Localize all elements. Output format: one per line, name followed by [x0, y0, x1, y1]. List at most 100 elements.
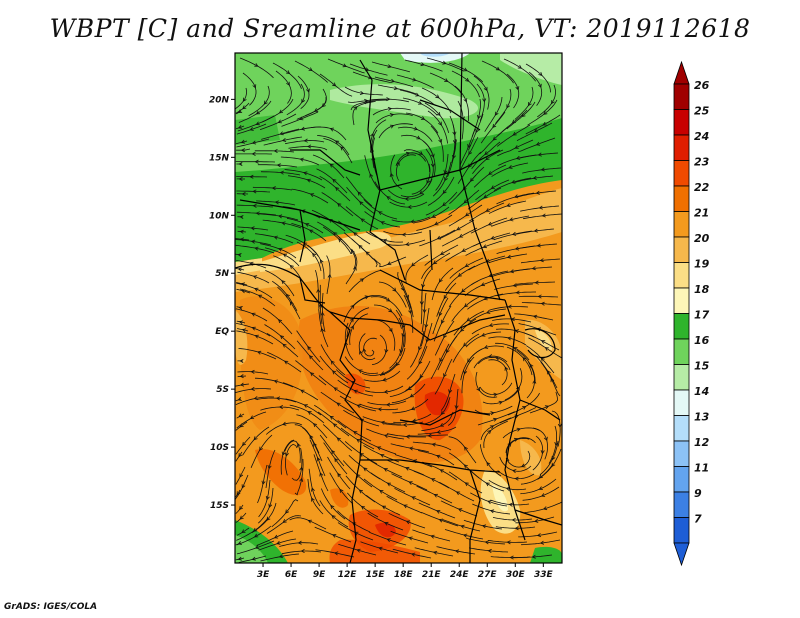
streamline-arrow — [432, 260, 438, 265]
streamline — [235, 388, 272, 394]
streamline-arrow — [239, 505, 243, 511]
streamline — [236, 204, 274, 208]
colorbar-swatch — [673, 236, 690, 263]
streamline-arrow — [407, 204, 412, 209]
streamline-arrow — [336, 437, 341, 442]
colorbar-label: 17 — [694, 309, 710, 322]
streamline-arrow — [303, 404, 308, 408]
streamline-arrow — [517, 64, 522, 69]
streamline-arrow — [408, 446, 414, 451]
streamline-arrow — [522, 357, 527, 362]
streamline-arrow — [513, 194, 519, 199]
streamline-arrow — [351, 522, 357, 526]
streamline-arrow — [544, 405, 550, 410]
streamline-arrow — [249, 415, 255, 419]
streamline-arrow — [418, 100, 423, 105]
streamline-arrow — [358, 489, 363, 494]
streamline-arrow — [309, 193, 315, 197]
streamline — [235, 489, 241, 498]
streamline-arrow — [536, 243, 541, 248]
streamline-arrow — [237, 125, 243, 129]
colorbar-swatch — [673, 287, 690, 314]
streamline-arrow — [357, 191, 362, 196]
streamline-arrow — [464, 446, 468, 451]
streamline-arrow — [289, 301, 294, 306]
streamline-arrow — [252, 203, 257, 208]
streamline-arrow — [495, 356, 500, 361]
colorbar-label: 12 — [694, 436, 710, 449]
streamline-arrow — [531, 266, 536, 271]
lon-tick-label: 33E — [534, 570, 554, 580]
streamline-arrow — [514, 526, 519, 531]
streamline-arrow — [387, 261, 392, 266]
streamline-arrow — [283, 360, 289, 365]
streamline-arrow — [352, 266, 357, 271]
streamline-arrow — [300, 548, 305, 554]
streamline-arrow — [387, 64, 392, 69]
streamline-arrow — [276, 540, 281, 545]
streamline-arrow — [279, 170, 284, 175]
streamline-arrow — [353, 106, 358, 111]
streamline-arrow — [255, 110, 261, 115]
streamline-arrow — [360, 218, 365, 223]
streamline-arrow — [350, 325, 354, 330]
streamline-arrow — [332, 423, 338, 428]
streamline-arrow — [538, 486, 543, 490]
colorbar-label: 20 — [694, 232, 710, 245]
streamline-arrow — [313, 442, 317, 447]
streamline-arrow — [482, 244, 487, 249]
lon-tick-label: 27E — [478, 570, 498, 580]
streamline-arrow — [512, 469, 517, 474]
streamline-arrow — [403, 504, 408, 509]
lat-tick-label: 5N — [215, 269, 229, 279]
streamline-arrow — [540, 493, 546, 497]
streamline-arrow — [438, 121, 442, 126]
streamline-arrow — [465, 212, 470, 217]
streamline-arrow — [534, 518, 539, 523]
streamline-arrow — [521, 463, 526, 468]
streamline-arrow — [401, 324, 406, 329]
streamline-arrow — [337, 203, 342, 208]
streamline-arrow — [511, 517, 516, 523]
lon-tick-label: 3E — [257, 570, 270, 580]
streamline-arrow — [241, 484, 246, 489]
streamline-arrow — [249, 127, 254, 131]
colorbar-label: 9 — [694, 487, 702, 500]
streamline-arrow — [386, 297, 391, 302]
colorbar-label: 21 — [694, 207, 709, 220]
colorbar-swatch — [673, 364, 690, 391]
streamline-arrow — [412, 77, 417, 82]
streamline-arrow — [407, 386, 412, 391]
streamline-arrow — [393, 86, 399, 91]
streamline-arrow — [419, 374, 424, 379]
streamline-arrow — [477, 114, 481, 120]
streamline-arrow — [350, 304, 355, 309]
streamline-arrow — [267, 465, 272, 470]
streamline-arrow — [462, 533, 468, 538]
streamline-arrow — [405, 434, 410, 439]
colorbar-swatch — [673, 160, 690, 187]
streamline-arrow — [313, 108, 319, 112]
streamline-arrow — [537, 83, 542, 88]
streamline-arrow — [381, 505, 386, 510]
streamline-arrow — [508, 502, 513, 507]
streamline-arrow — [252, 84, 257, 89]
streamline-arrow — [277, 214, 283, 219]
streamline-arrow — [327, 273, 332, 278]
streamline-arrow — [540, 167, 545, 172]
streamline-arrow — [550, 377, 555, 383]
streamline-arrow — [490, 185, 495, 190]
streamline-arrow — [463, 370, 468, 375]
streamline-arrow — [282, 343, 287, 348]
colorbar-label: 26 — [694, 79, 710, 92]
streamline-arrow — [485, 482, 490, 487]
streamline-arrow — [273, 379, 278, 384]
streamline-arrow — [251, 140, 257, 145]
streamline-arrow — [541, 213, 546, 218]
streamline-arrow — [241, 191, 246, 196]
streamline-arrow — [365, 251, 370, 256]
streamline-arrow — [483, 194, 488, 199]
streamline-arrow — [330, 504, 335, 509]
streamline-arrow — [405, 520, 411, 525]
streamline-arrow — [329, 415, 334, 420]
